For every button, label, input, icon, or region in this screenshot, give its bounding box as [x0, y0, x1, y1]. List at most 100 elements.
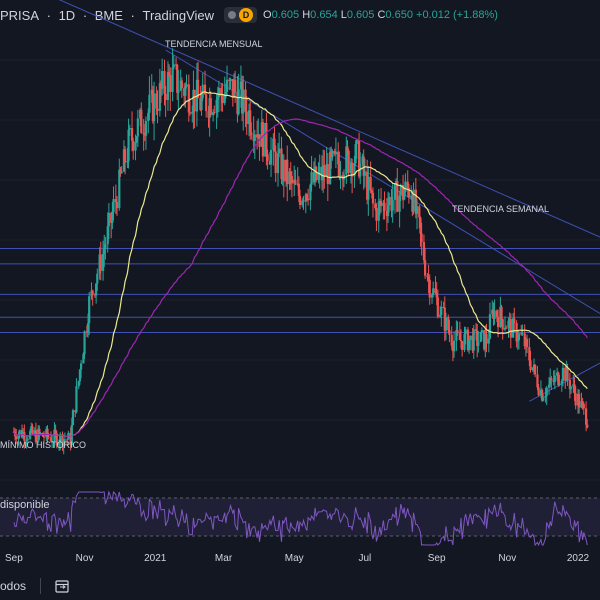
- candle-body: [414, 189, 417, 214]
- candle-body: [355, 140, 358, 145]
- candle-body: [315, 166, 318, 181]
- candle-body: [516, 340, 519, 342]
- candle-body: [472, 329, 475, 351]
- candle-body: [471, 335, 474, 351]
- candle-body: [444, 317, 448, 331]
- candle-body: [107, 212, 110, 227]
- x-tick-label: Sep: [428, 553, 446, 564]
- change-value: +0.012 (+1.88%): [416, 9, 498, 21]
- candle-body: [536, 374, 539, 388]
- candle-body: [491, 309, 494, 315]
- candle-body: [159, 83, 163, 89]
- candle-body: [426, 275, 429, 278]
- candle-body: [256, 134, 259, 138]
- candle-body: [461, 341, 464, 350]
- data-badge: D: [239, 8, 254, 22]
- candle-body: [96, 273, 99, 284]
- candle-body: [276, 153, 280, 174]
- candle-body: [18, 430, 21, 434]
- candle-body: [395, 181, 398, 184]
- candle-body: [385, 210, 388, 217]
- candle-body: [71, 410, 75, 426]
- range-selector[interactable]: odos: [0, 579, 27, 593]
- candle-body: [566, 367, 569, 381]
- candle-body: [404, 181, 407, 193]
- candle-body: [231, 79, 234, 98]
- candle-body: [399, 185, 402, 196]
- candle-body: [148, 94, 151, 113]
- candle-body: [326, 164, 329, 184]
- candle-body: [38, 428, 41, 434]
- candle-body: [99, 254, 102, 271]
- candle-body: [503, 327, 507, 330]
- candle-body: [488, 314, 492, 339]
- bottom-toolbar: odos: [0, 572, 600, 600]
- long-moving-average: [13, 118, 588, 437]
- candle-body: [180, 80, 183, 89]
- x-tick-label: Nov: [76, 553, 94, 564]
- market-status-pill[interactable]: D: [224, 7, 258, 23]
- candle-body: [499, 306, 502, 328]
- candle-body: [201, 84, 204, 99]
- candle-body: [525, 339, 529, 348]
- candle-body: [553, 375, 556, 382]
- candle-body: [362, 156, 365, 176]
- candle-body: [331, 150, 334, 158]
- candle-body: [458, 333, 461, 340]
- candle-body: [423, 260, 427, 276]
- header-separator-3: ·: [126, 7, 139, 23]
- candle-body: [537, 387, 540, 396]
- candle-body: [415, 206, 419, 214]
- candle-body: [398, 195, 401, 212]
- candle-body: [123, 149, 127, 163]
- candle-body: [307, 198, 310, 201]
- candle-body: [79, 363, 83, 370]
- candle-body: [42, 436, 46, 438]
- candle-body: [391, 199, 394, 211]
- candle-body: [578, 393, 581, 408]
- candle-body: [132, 140, 135, 151]
- candle-body: [508, 319, 511, 321]
- interval-label[interactable]: 1D: [58, 7, 76, 23]
- candle-body: [493, 310, 496, 319]
- candle-body: [383, 202, 386, 211]
- candle-body: [110, 212, 113, 223]
- candle-body: [509, 319, 512, 338]
- candle-body: [66, 439, 69, 441]
- candle-body: [196, 79, 200, 99]
- candle-body: [101, 253, 105, 271]
- candle-body: [345, 146, 348, 175]
- rsi-band: [0, 498, 600, 536]
- candle-body: [59, 434, 62, 443]
- candle-body: [573, 384, 576, 394]
- candle-body: [464, 329, 467, 334]
- candle-body: [337, 151, 340, 165]
- candle-body: [524, 339, 527, 347]
- rsi-panel: [0, 490, 600, 547]
- candle-body: [452, 340, 456, 352]
- x-tick-label: Mar: [215, 553, 233, 564]
- candle-body: [586, 424, 589, 428]
- candle-body: [272, 138, 275, 150]
- calendar-range-icon[interactable]: [55, 579, 69, 593]
- candle-body: [247, 110, 251, 124]
- candle-body: [388, 196, 391, 206]
- candle-body: [313, 166, 317, 183]
- candle-body: [448, 330, 451, 335]
- candle-body: [46, 428, 49, 437]
- candle-body: [556, 372, 559, 376]
- candle-body: [26, 438, 29, 440]
- candle-body: [82, 354, 85, 364]
- candle-body: [290, 176, 293, 184]
- symbol-label[interactable]: PRISA: [0, 7, 40, 23]
- candle-body: [513, 318, 516, 324]
- candle-body: [334, 151, 338, 154]
- candle-body: [98, 254, 101, 274]
- candle-body: [304, 194, 307, 202]
- candle-body: [49, 437, 53, 442]
- low-label: L: [340, 9, 347, 21]
- candle-body: [228, 79, 231, 82]
- candle-body: [574, 393, 577, 406]
- candle-body: [166, 72, 170, 101]
